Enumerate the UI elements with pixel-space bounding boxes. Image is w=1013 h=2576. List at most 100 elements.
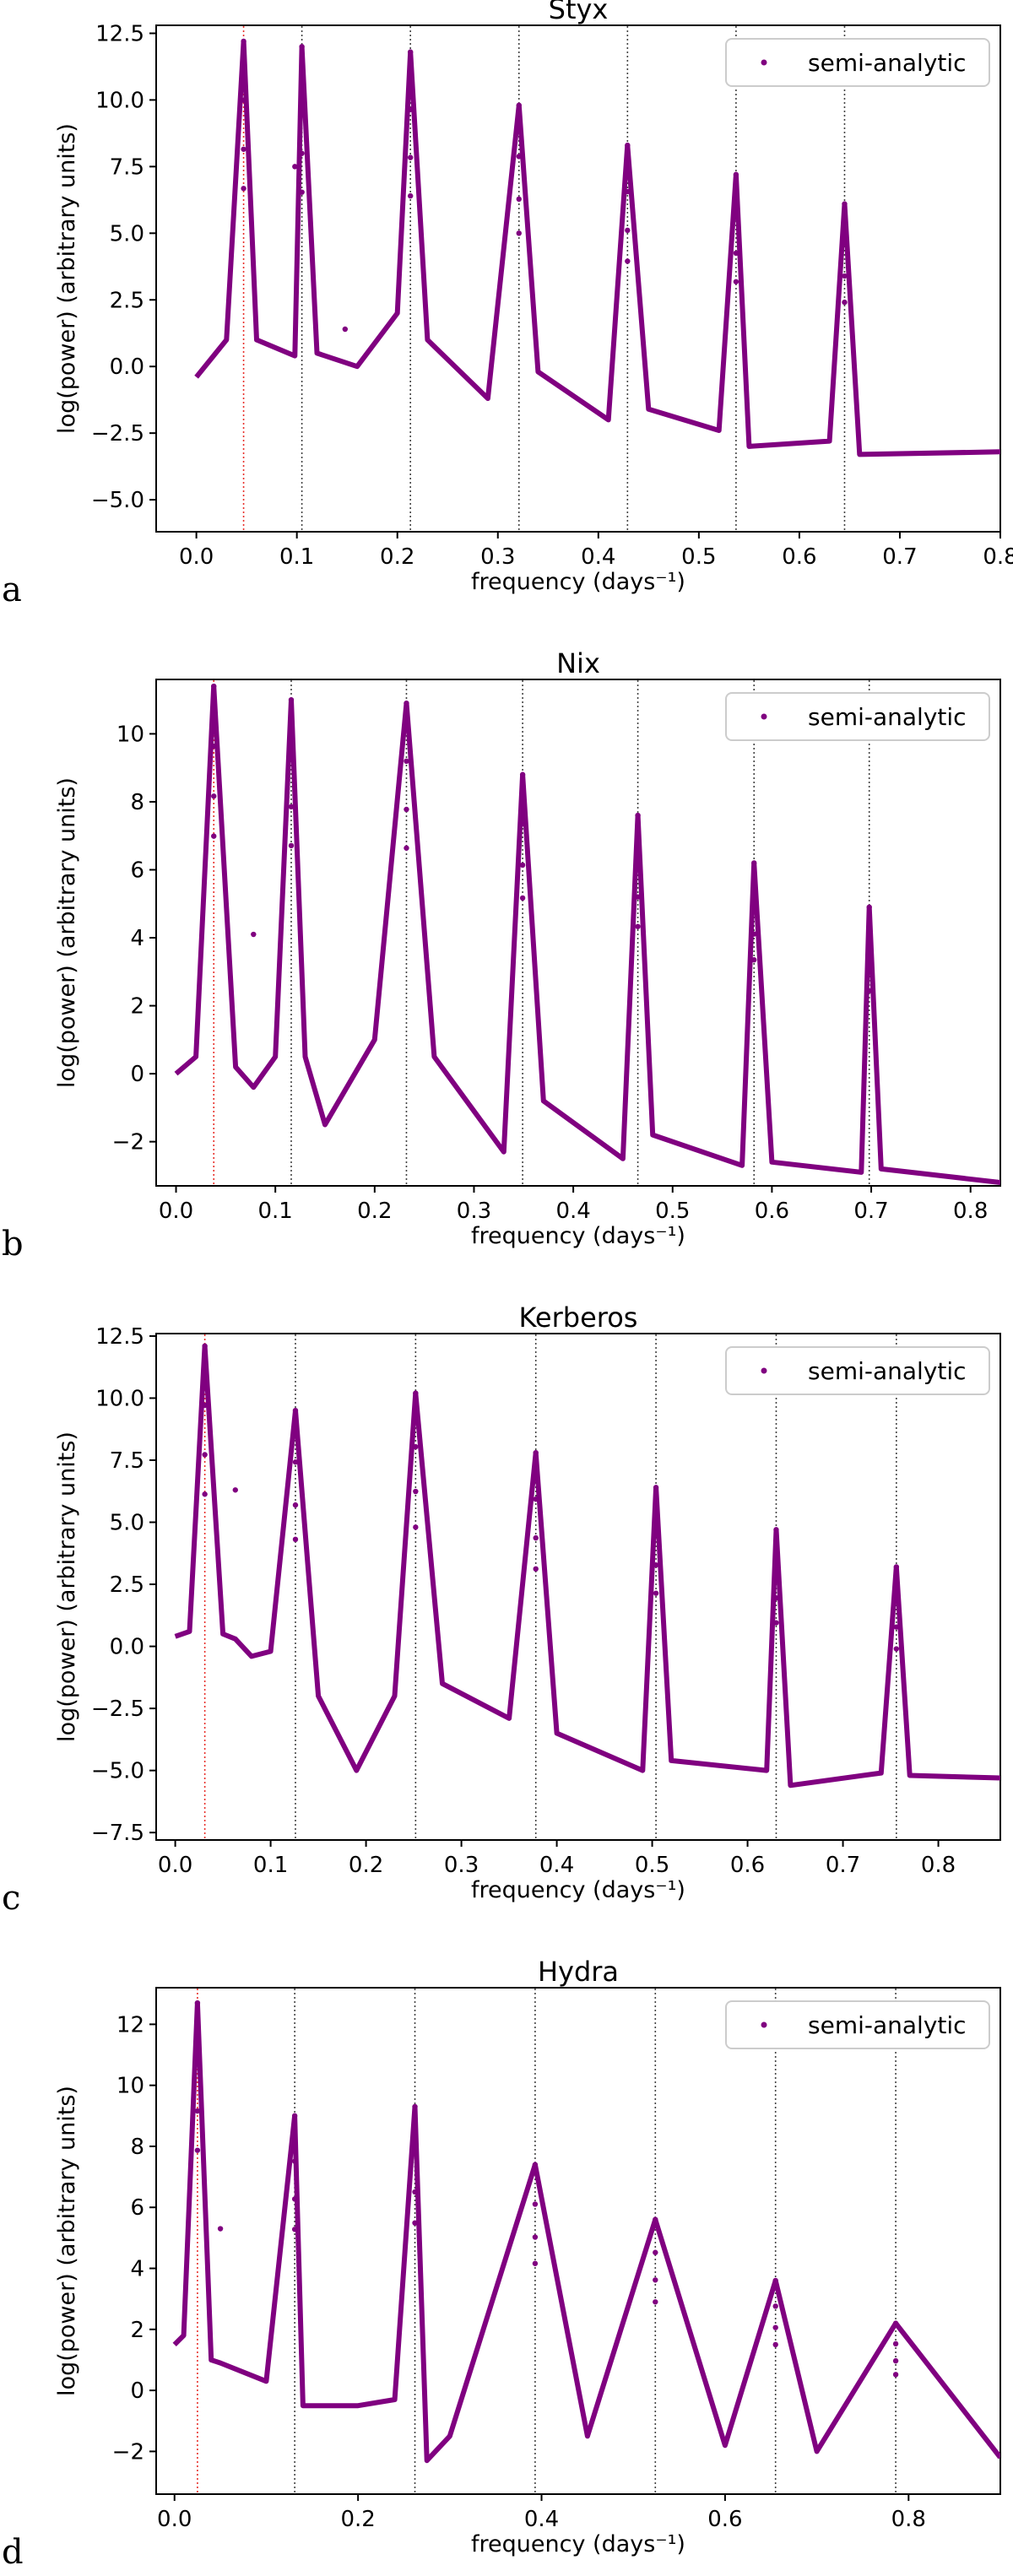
legend-box <box>725 692 990 741</box>
y-tick-label: 6 <box>130 2195 144 2221</box>
peak-point <box>733 279 739 284</box>
chart-title: Styx <box>549 0 609 25</box>
peak-point <box>292 1459 299 1465</box>
peak-point <box>288 696 295 703</box>
peak-point <box>519 895 526 901</box>
legend-marker <box>761 1367 767 1374</box>
peak-point <box>751 860 757 866</box>
peak-point <box>412 2103 418 2110</box>
peak-point <box>299 102 305 108</box>
y-tick-label: 8 <box>130 2135 144 2160</box>
peak-point <box>866 988 872 994</box>
x-tick-label: 0.8 <box>983 544 1013 570</box>
x-tick-label: 0.7 <box>826 1853 860 1878</box>
y-tick-label: 10 <box>116 2074 144 2099</box>
peak-point <box>211 743 217 750</box>
y-tick-label: −2 <box>112 1130 144 1155</box>
chart-title: Hydra <box>538 1956 619 1988</box>
y-tick-label: 0.0 <box>110 1635 144 1660</box>
peak-point <box>407 49 414 55</box>
x-tick-label: 0.6 <box>707 2507 742 2532</box>
y-tick-label: 4 <box>130 2257 144 2282</box>
peak-point <box>241 97 246 103</box>
peak-point <box>412 2220 418 2226</box>
peak-point <box>893 1624 900 1630</box>
peak-point <box>733 214 739 220</box>
peak-point <box>516 102 522 108</box>
x-tick-label: 0.8 <box>891 2507 926 2532</box>
x-tick-label: 0.3 <box>444 1853 479 1878</box>
peak-point <box>773 1527 779 1533</box>
peak-point <box>653 1527 659 1533</box>
panel-styx: Styx frequency (days⁻¹) log(power) (arbi… <box>2 0 1013 609</box>
peak-point <box>291 2227 298 2232</box>
x-tick-label: 0.7 <box>882 544 917 570</box>
side-peak-point <box>292 164 298 170</box>
peak-point <box>404 700 409 706</box>
peak-point <box>407 154 414 160</box>
ticks-layer: 0.0 0.1 0.2 0.3 0.4 0.5 0.6 0.7 0.8 −2 0 2 4 6 8 10 <box>112 722 989 1224</box>
y-tick-label: −7.5 <box>91 1821 144 1846</box>
x-tick-label: 0.3 <box>480 544 515 570</box>
peak-point <box>533 1496 539 1502</box>
x-axis-label: frequency (days⁻¹) <box>471 1877 685 1903</box>
y-axis-label: log(power) (arbitrary units) <box>54 123 80 434</box>
peak-point <box>413 1524 419 1530</box>
y-axis-label: log(power) (arbitrary units) <box>54 2086 80 2396</box>
legend-box <box>725 2000 990 2049</box>
peak-point <box>211 833 217 839</box>
peak-point <box>194 2108 201 2114</box>
peak-point <box>866 904 872 910</box>
x-tick-label: 0.4 <box>555 1199 590 1224</box>
peak-point <box>288 755 295 761</box>
y-tick-label: 10.0 <box>95 88 144 113</box>
peak-point <box>292 1407 299 1414</box>
x-tick-label: 0.4 <box>539 1853 574 1878</box>
y-tick-label: 7.5 <box>110 1448 144 1474</box>
y-tick-label: 7.5 <box>110 154 144 180</box>
ticks-layer: 0.0 0.1 0.2 0.3 0.4 0.5 0.6 0.7 0.8 −7.5 −5.0 −2.5 0… <box>91 1324 956 1878</box>
x-tick-label: 0.1 <box>257 1199 292 1224</box>
plot-frame <box>155 1333 1001 1841</box>
y-tick-label: 8 <box>130 790 144 815</box>
peak-point <box>635 857 641 863</box>
plot-frame <box>155 679 1001 1187</box>
peak-point <box>202 1491 208 1497</box>
legend-label: semi-analytic <box>808 2011 967 2039</box>
y-tick-label: 2.5 <box>110 1572 144 1598</box>
peak-point <box>288 804 295 810</box>
peak-point <box>533 1534 539 1541</box>
peak-point <box>772 2303 778 2309</box>
legend: semi-analytic <box>725 692 990 741</box>
y-tick-label: 5.0 <box>110 221 144 246</box>
panel-hydra: Hydra frequency (days⁻¹) log(power) (arb… <box>2 1956 1001 2572</box>
x-tick-label: 0.1 <box>279 544 314 570</box>
y-tick-label: 12.5 <box>95 21 144 46</box>
peak-point <box>733 171 739 178</box>
ticks-layer: 0.0 0.1 0.2 0.3 0.4 0.5 0.6 0.7 0.8 −5.0 −2.5 0.0 2.… <box>91 21 1013 570</box>
plot-frame <box>155 24 1001 533</box>
peak-point <box>625 142 631 149</box>
peak-point <box>635 894 641 900</box>
peak-point <box>772 2341 778 2348</box>
ticks-layer: 0.0 0.2 0.4 0.6 0.8 −2 0 2 4 6 8 10 12 <box>112 2012 926 2532</box>
peak-point <box>892 2320 899 2326</box>
legend-label: semi-analytic <box>808 703 967 731</box>
peak-point <box>194 2000 201 2006</box>
peak-point <box>291 2196 298 2202</box>
peak-point <box>516 230 522 236</box>
panel-letter: a <box>2 571 22 609</box>
series-line <box>172 2000 1000 2464</box>
peak-point <box>653 1590 659 1596</box>
peak-point <box>519 771 526 777</box>
y-tick-label: −2.5 <box>91 421 144 446</box>
peak-point <box>842 240 848 246</box>
peak-point <box>533 1566 539 1572</box>
peak-point <box>413 1390 419 1396</box>
peak-point <box>516 154 522 160</box>
y-tick-label: 0 <box>130 2378 144 2404</box>
peak-point <box>751 899 757 905</box>
y-tick-label: 6 <box>130 858 144 884</box>
peak-point <box>625 227 631 234</box>
peak-point <box>407 106 414 112</box>
